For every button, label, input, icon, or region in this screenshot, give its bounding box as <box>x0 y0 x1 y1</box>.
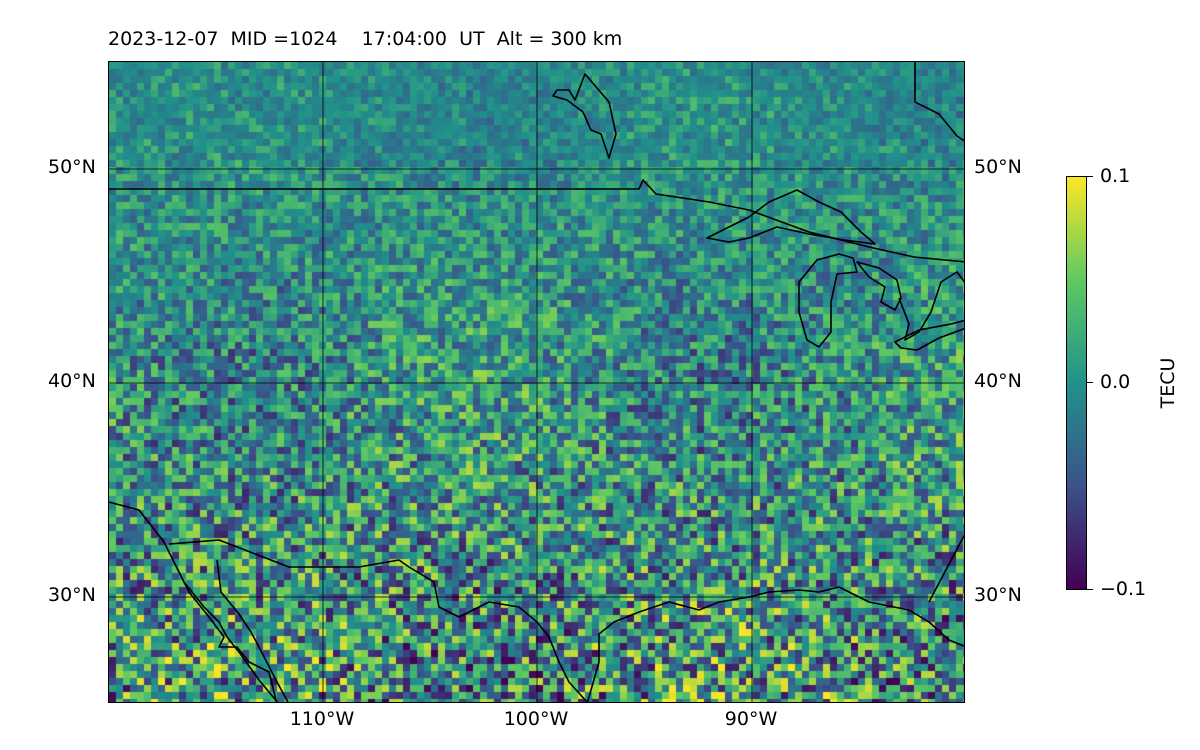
hudson-bay-edge <box>914 62 964 142</box>
colorbar <box>1066 176 1087 590</box>
lat-label-right-30: 30°N <box>974 584 1022 606</box>
lat-label-left-40: 40°N <box>48 370 96 392</box>
map-overlay <box>109 62 964 702</box>
colorbar-label-zero: 0.0 <box>1100 371 1131 393</box>
lat-label-right-40: 40°N <box>974 370 1022 392</box>
baja-peninsula <box>168 551 278 702</box>
lon-label-90: 90°W <box>724 708 778 730</box>
colorbar-label-max: 0.1 <box>1100 165 1131 187</box>
lon-label-110: 110°W <box>289 708 355 730</box>
florida-west <box>928 534 964 603</box>
lake-huron <box>856 261 902 311</box>
tec-map[interactable] <box>108 61 965 703</box>
map-title: 2023-12-07 MID =1024 17:04:00 UT Alt = 3… <box>108 28 622 50</box>
gulf-coast-east <box>586 586 964 702</box>
colorbar-title: TECU <box>1157 357 1179 409</box>
lat-label-left-50: 50°N <box>48 156 96 178</box>
colorbar-label-min: −0.1 <box>1100 578 1147 600</box>
title-mid: MID =1024 <box>230 28 338 50</box>
lake-superior <box>706 189 876 245</box>
michigan-peninsula <box>898 271 964 341</box>
gridlines <box>109 62 964 702</box>
title-date: 2023-12-07 <box>108 28 219 50</box>
coastlines-borders <box>109 62 964 702</box>
lake-michigan <box>798 253 858 348</box>
colorbar-tick-top <box>1087 176 1093 177</box>
lat-label-left-30: 30°N <box>48 584 96 606</box>
us-canada-border <box>109 179 964 263</box>
title-alt: Alt = 300 km <box>496 28 623 50</box>
baja-coast <box>109 501 279 702</box>
lat-label-right-50: 50°N <box>974 156 1022 178</box>
title-time: 17:04:00 <box>361 28 447 50</box>
lake-erie <box>894 319 964 351</box>
us-mexico-border <box>168 539 435 583</box>
colorbar-tick-bottom <box>1087 589 1093 590</box>
lon-label-100: 100°W <box>503 708 569 730</box>
title-ut: UT <box>459 28 485 50</box>
hudson-bay-coast <box>552 73 617 159</box>
colorbar-tick-mid <box>1087 382 1093 383</box>
gulf-coast <box>433 581 588 702</box>
gulf-of-california <box>216 559 289 702</box>
